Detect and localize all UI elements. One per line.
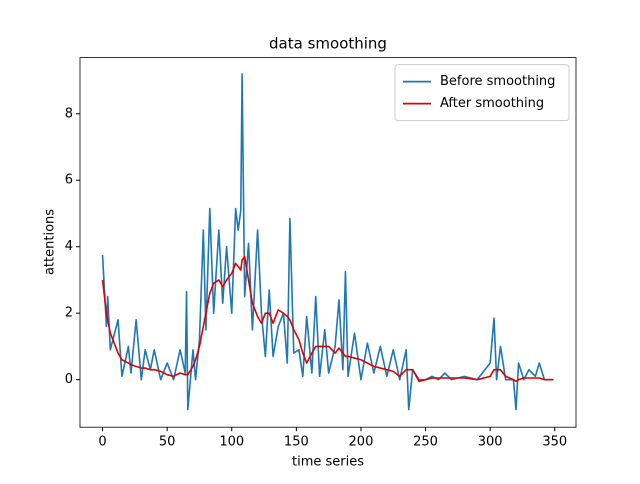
x-tick-label: 250 [413, 435, 438, 450]
x-axis-label: time series [292, 455, 364, 470]
series-line [101, 255, 554, 383]
y-tick-label: 4 [65, 239, 73, 254]
x-tick-label: 50 [159, 435, 176, 450]
legend-label: After smoothing [440, 96, 544, 111]
x-tick-label: 300 [478, 435, 503, 450]
y-tick-label: 0 [65, 372, 73, 387]
plot-frame [79, 57, 577, 428]
legend-label: Before smoothing [440, 74, 555, 89]
x-tick-label: 150 [284, 435, 309, 450]
x-tick-label: 100 [219, 435, 244, 450]
x-tick-label: 350 [542, 435, 567, 450]
x-tick-label: 0 [98, 435, 106, 450]
chart-title: data smoothing [269, 35, 387, 53]
x-tick-label: 200 [349, 435, 374, 450]
y-tick-label: 2 [65, 306, 73, 321]
legend-box [394, 64, 570, 122]
y-tick-label: 8 [65, 106, 73, 121]
y-tick-label: 6 [65, 173, 73, 188]
y-axis-label: attentions [43, 209, 58, 275]
series-line [101, 73, 554, 411]
